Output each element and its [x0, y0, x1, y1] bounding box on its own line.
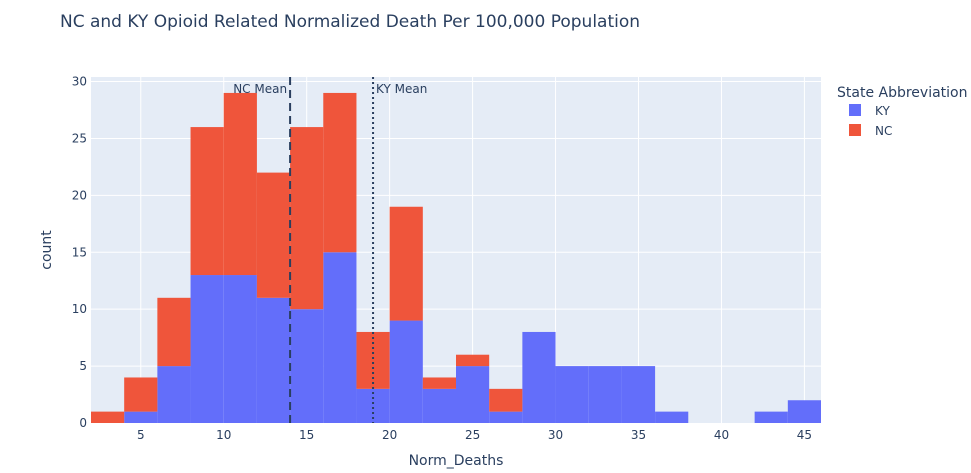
legend-item-ky[interactable]: KY	[849, 104, 890, 118]
x-tick-labels: 5 10 15 20 25 30 35 40 45	[137, 428, 812, 442]
bar-nc[interactable]	[456, 354, 490, 367]
bar-nc[interactable]	[256, 172, 291, 298]
bar-ky[interactable]	[157, 366, 191, 423]
bar-nc[interactable]	[91, 411, 125, 423]
x-tick-label: 5	[137, 428, 145, 442]
chart-title: NC and KY Opioid Related Normalized Deat…	[60, 12, 640, 32]
bar-ky[interactable]	[223, 275, 257, 423]
y-axis-title: count	[39, 230, 55, 270]
y-tick-label: 0	[79, 416, 87, 430]
bar-nc[interactable]	[323, 92, 357, 253]
legend-item-nc[interactable]: NC	[849, 124, 892, 138]
bar-ky[interactable]	[522, 331, 556, 423]
x-tick-label: 15	[299, 428, 314, 442]
bar-nc[interactable]	[124, 377, 158, 412]
y-tick-labels: 0 5 10 15 20 25 30	[72, 75, 87, 430]
bars	[91, 92, 821, 423]
bar-ky[interactable]	[555, 366, 589, 423]
x-tick-label: 10	[216, 428, 231, 442]
y-tick-label: 30	[72, 75, 87, 89]
y-tick-label: 15	[72, 245, 87, 259]
mean-annotations: NC Mean KY Mean	[233, 77, 427, 423]
legend-swatch-nc	[849, 124, 861, 136]
mean-label: NC Mean	[233, 82, 287, 96]
legend-label-nc: NC	[875, 124, 892, 138]
bar-ky[interactable]	[621, 366, 656, 423]
y-tick-label: 20	[72, 188, 87, 202]
bar-ky[interactable]	[787, 400, 821, 423]
x-tick-label: 20	[382, 428, 397, 442]
mean-label: KY Mean	[376, 82, 427, 96]
bar-ky[interactable]	[389, 320, 423, 423]
x-tick-label: 45	[797, 428, 812, 442]
bar-ky[interactable]	[190, 275, 224, 423]
bar-nc[interactable]	[356, 331, 390, 389]
y-tick-label: 10	[72, 302, 87, 316]
bar-ky[interactable]	[124, 411, 158, 423]
bar-ky[interactable]	[754, 411, 788, 423]
bar-ky[interactable]	[323, 252, 357, 423]
legend-label-ky: KY	[875, 104, 890, 118]
bar-nc[interactable]	[489, 388, 523, 412]
y-tick-label: 5	[79, 359, 87, 373]
y-tick-label: 25	[72, 131, 87, 145]
legend: State Abbreviation KY NC	[837, 85, 968, 138]
bar-ky[interactable]	[489, 411, 523, 423]
bar-nc[interactable]	[290, 127, 324, 310]
x-tick-label: 35	[631, 428, 646, 442]
x-axis-title: Norm_Deaths	[409, 453, 504, 469]
bar-ky[interactable]	[256, 297, 291, 423]
legend-title: State Abbreviation	[837, 85, 968, 101]
bar-nc[interactable]	[157, 297, 191, 367]
bar-ky[interactable]	[422, 388, 456, 423]
bar-ky[interactable]	[456, 366, 490, 423]
bar-ky[interactable]	[588, 366, 622, 423]
bar-ky[interactable]	[655, 411, 689, 423]
bar-nc[interactable]	[223, 92, 257, 276]
bar-nc[interactable]	[190, 127, 224, 276]
bar-nc[interactable]	[422, 377, 456, 389]
x-tick-label: 40	[714, 428, 729, 442]
bar-ky[interactable]	[290, 309, 324, 423]
x-tick-label: 25	[465, 428, 480, 442]
legend-swatch-ky	[849, 104, 861, 116]
bar-nc[interactable]	[389, 206, 423, 321]
x-tick-label: 30	[548, 428, 563, 442]
